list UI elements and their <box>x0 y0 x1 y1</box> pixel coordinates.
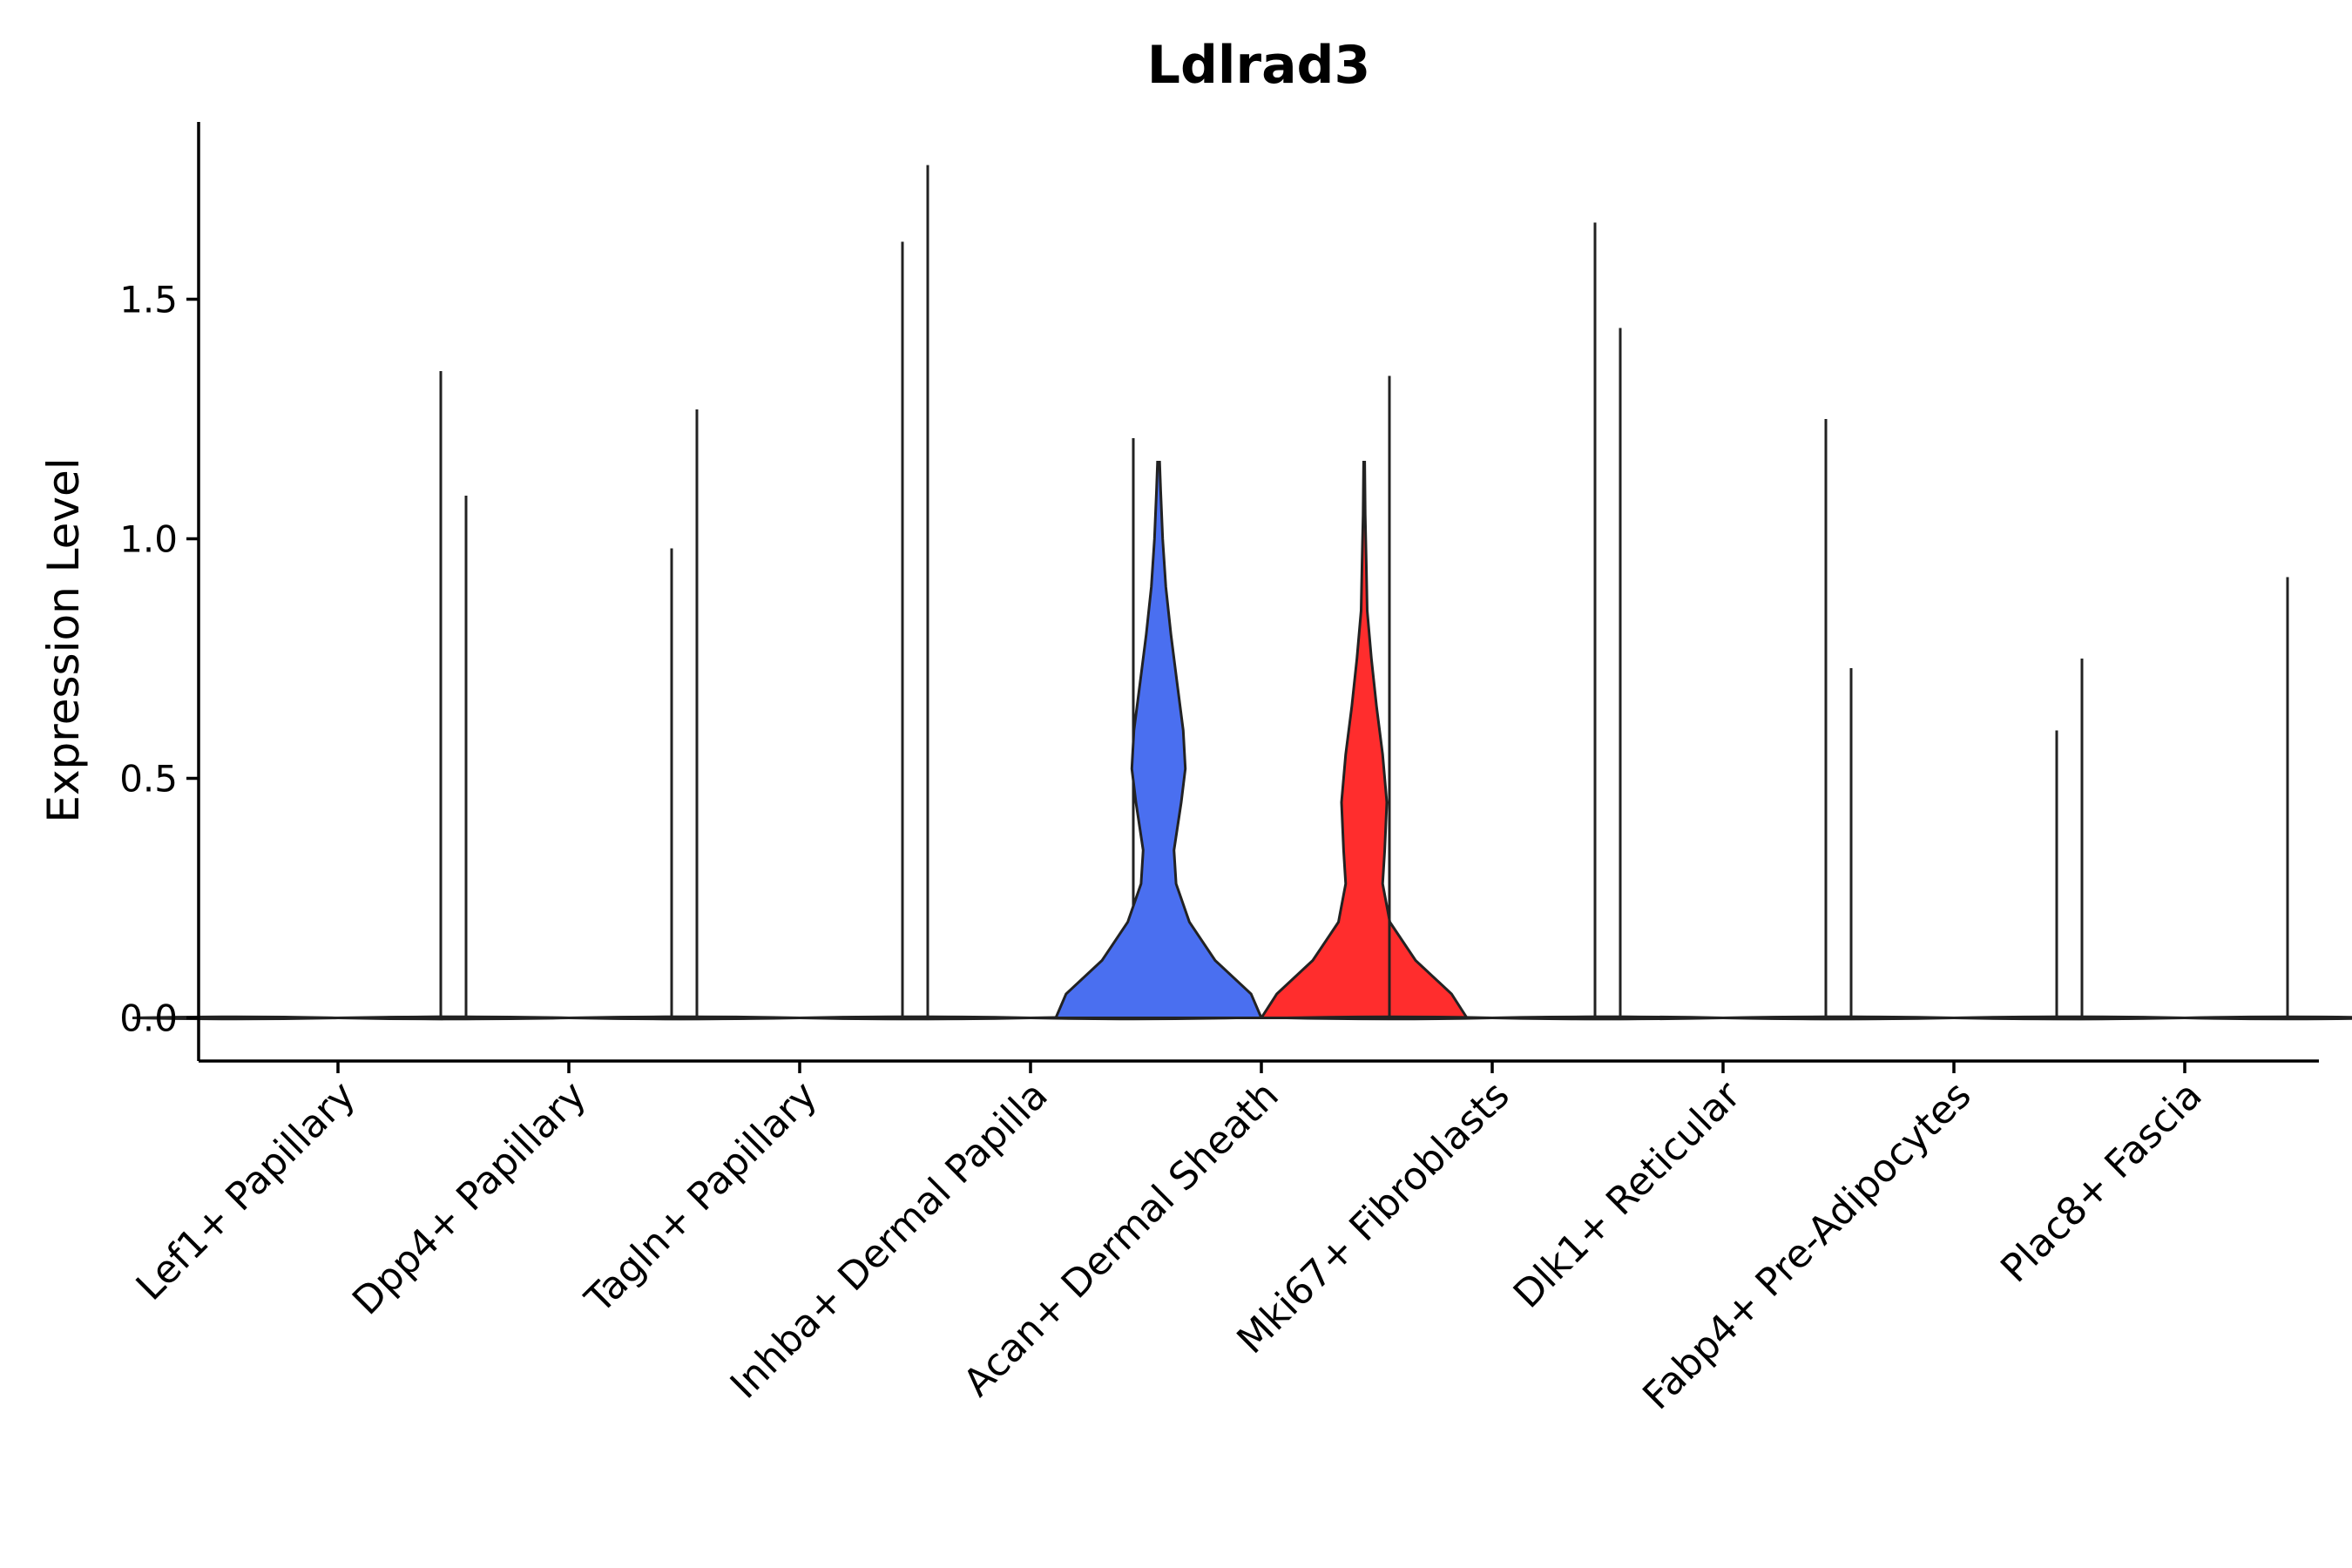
x-tick-label-tagln-papillary: Tagln+ Papillary <box>577 1073 826 1322</box>
y-axis-label: Expression Level <box>38 457 89 822</box>
x-tick-label-plac8-fascia: Plac8+ Fascia <box>1992 1073 2211 1292</box>
y-tick-label: 1.5 <box>119 279 178 321</box>
y-ticks: 0.0 0.5 1.0 1.5 <box>119 279 199 1040</box>
violin-plac8-fascia-group-2-base <box>2184 1015 2352 1021</box>
y-tick-label: 0.0 <box>119 997 178 1040</box>
x-tick-label-dlk1-reticular: Dlk1+ Reticular <box>1505 1072 1750 1317</box>
x-tick-label-dpp4-papillary: Dpp4+ Papillary <box>344 1073 595 1324</box>
chart-title: Ldlrad3 <box>1147 35 1371 96</box>
y-tick-label: 1.0 <box>119 518 178 561</box>
plot-area <box>132 165 2352 1021</box>
y-tick-label: 0.5 <box>119 758 178 801</box>
x-tick-label-lef1-papillary: Lef1+ Papillary <box>128 1073 364 1309</box>
violin-acan-dermal-sheath-group-1 <box>1053 461 1264 1019</box>
violin-acan-dermal-sheath-group-2 <box>1259 461 1470 1019</box>
